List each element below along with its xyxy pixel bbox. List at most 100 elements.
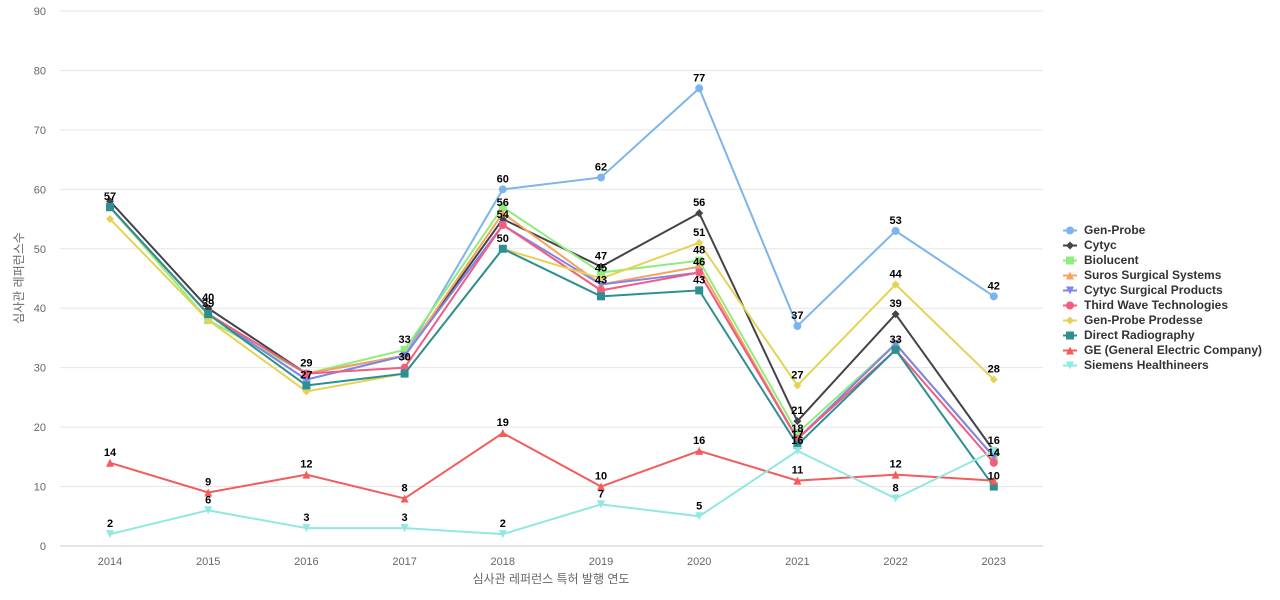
data-label: 47 [595, 251, 607, 263]
data-label: 14 [988, 447, 1001, 459]
legend-item[interactable]: GE (General Electric Company) [1062, 343, 1276, 358]
series-siemens-healthineers [106, 446, 998, 539]
x-tick-label: 2016 [294, 556, 318, 568]
y-tick-label: 30 [34, 363, 46, 375]
data-point [695, 512, 704, 521]
series-line [109, 431, 994, 500]
data-point [498, 203, 507, 212]
legend-marker [1066, 361, 1074, 370]
data-point [793, 417, 802, 426]
data-label: 56 [693, 197, 705, 209]
data-label: 57 [104, 191, 116, 203]
data-point [302, 470, 311, 479]
data-label: 10 [988, 471, 1000, 483]
legend-label: GE (General Electric Company) [1084, 343, 1263, 357]
legend-item[interactable]: Suros Surgical Systems [1062, 268, 1276, 283]
series-direct-radiography [106, 203, 998, 491]
series-line [109, 206, 995, 458]
data-point [695, 256, 704, 265]
data-point [597, 500, 605, 509]
y-tick-label: 40 [34, 303, 46, 315]
data-point [793, 446, 802, 455]
x-tick-label: 2020 [687, 556, 711, 568]
data-label: 27 [791, 370, 803, 382]
data-point [695, 238, 704, 247]
data-point [302, 369, 311, 378]
data-label: 11 [792, 465, 804, 477]
x-axis-ticks: 2014 2015 2016 2017 2018 2019 2020 2021 2022 2023 [98, 556, 1006, 568]
data-label: 16 [791, 435, 803, 447]
data-label: 43 [693, 274, 705, 286]
data-label: 33 [398, 334, 410, 346]
data-label: 51 [693, 227, 705, 239]
y-axis-title: 심사관 레퍼런스수 [12, 232, 26, 324]
legend-marker [1066, 226, 1074, 235]
data-label: 37 [791, 310, 803, 322]
data-point [989, 482, 998, 491]
data-point [793, 381, 802, 390]
legend-swatch [1063, 301, 1077, 310]
data-label: 42 [988, 280, 1000, 292]
data-point [597, 268, 605, 277]
data-label: 2 [107, 518, 113, 530]
data-point [695, 446, 704, 455]
data-label: 29 [300, 358, 312, 370]
legend-item[interactable]: Cytyc [1062, 238, 1276, 253]
data-point [989, 476, 998, 485]
series-line [109, 206, 995, 464]
data-point [498, 530, 507, 539]
data-label: 53 [889, 215, 901, 227]
data-label: 10 [595, 471, 607, 483]
data-label: 27 [300, 370, 312, 382]
data-label: 9 [205, 477, 211, 489]
x-tick-label: 2014 [98, 556, 122, 568]
legend-swatch [1063, 241, 1077, 250]
data-point [891, 345, 900, 354]
legend-swatch [1063, 346, 1077, 355]
data-point [498, 221, 507, 229]
data-label: 16 [693, 435, 705, 447]
series-ge-general-electric-company [106, 429, 998, 503]
data-label: 8 [402, 482, 408, 494]
legend-item[interactable]: Cytyc Surgical Products [1062, 283, 1276, 298]
legend-label: Third Wave Technologies [1084, 298, 1229, 312]
data-point [106, 458, 114, 467]
data-point [891, 280, 900, 289]
legend-swatch [1063, 316, 1077, 325]
legend-label: Gen-Probe Prodesse [1084, 313, 1203, 327]
legend-item[interactable]: Biolucent [1062, 253, 1276, 268]
data-label: 46 [693, 257, 705, 269]
legend-item[interactable]: Third Wave Technologies [1062, 298, 1276, 313]
y-tick-label: 60 [34, 184, 46, 196]
data-point [891, 470, 900, 479]
y-tick-label: 50 [34, 244, 46, 256]
data-point [400, 494, 409, 503]
data-label: 77 [693, 72, 705, 84]
legend-swatch [1063, 226, 1077, 235]
data-point [204, 310, 213, 319]
x-tick-label: 2018 [491, 556, 515, 568]
legend-label: Cytyc Surgical Products [1084, 283, 1223, 297]
data-label: 60 [497, 173, 509, 185]
data-point [989, 375, 998, 384]
data-point [891, 494, 900, 503]
data-label: 33 [889, 334, 901, 346]
legend-item[interactable]: Gen-Probe [1062, 223, 1276, 238]
data-point [204, 488, 213, 497]
data-point [597, 173, 605, 182]
data-point [793, 476, 802, 485]
data-point [106, 203, 114, 212]
data-point [302, 524, 311, 533]
y-tick-label: 80 [34, 65, 46, 77]
legend-label: Biolucent [1084, 253, 1139, 267]
legend-item[interactable]: Direct Radiography [1062, 328, 1276, 343]
data-label: 7 [598, 488, 604, 500]
x-tick-label: 2022 [883, 556, 907, 568]
legend-item[interactable]: Siemens Healthineers [1062, 358, 1276, 373]
legend-item[interactable]: Gen-Probe Prodesse [1062, 313, 1276, 328]
x-tick-label: 2023 [982, 556, 1006, 568]
data-point [891, 226, 900, 235]
x-tick-label: 2021 [785, 556, 809, 568]
